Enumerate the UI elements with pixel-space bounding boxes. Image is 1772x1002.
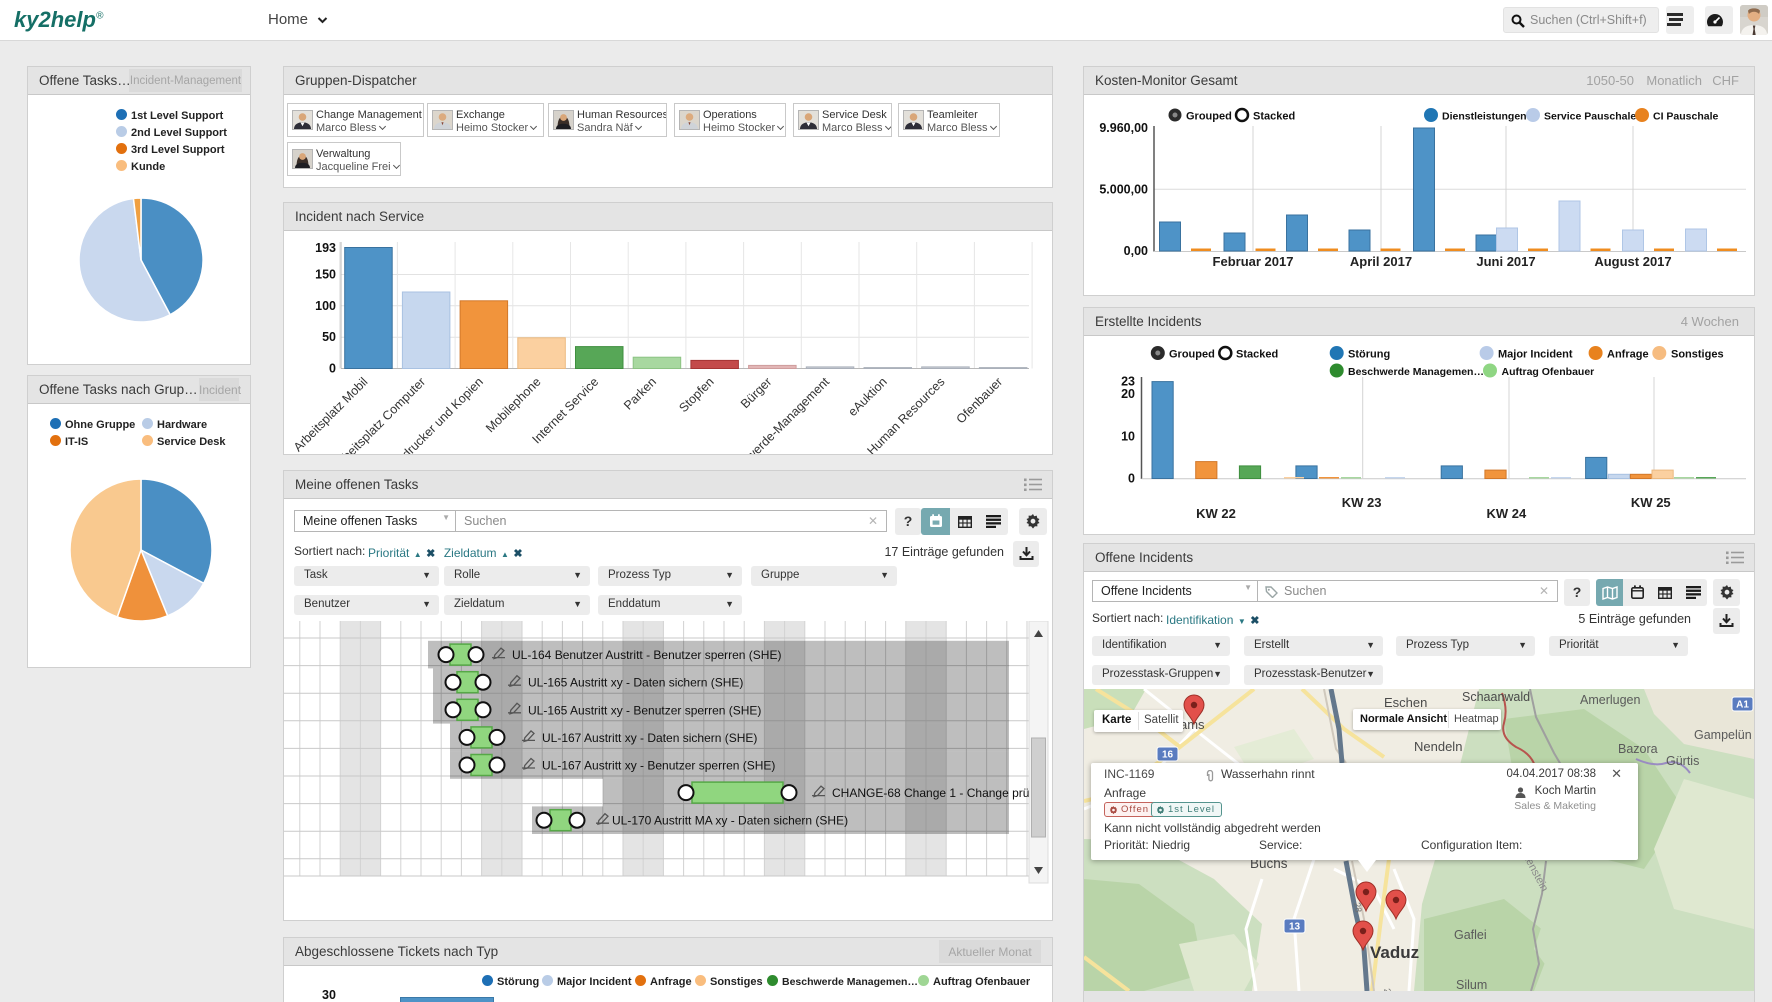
svg-text:100: 100 [315,299,336,313]
svg-text:eAuktion: eAuktion [846,375,890,419]
svg-text:KW 24: KW 24 [1487,506,1528,521]
svg-text:16: 16 [1162,750,1174,761]
svg-text:August 2017: August 2017 [1594,254,1671,269]
svg-text:Gaflei: Gaflei [1454,928,1487,942]
svg-text:Stopfen: Stopfen [676,375,716,415]
svg-text:UL-165 Austritt xy - Benutzer: UL-165 Austritt xy - Benutzer sperren (S… [528,703,761,717]
svg-text:Juni 2017: Juni 2017 [1476,254,1535,269]
svg-text:0,00: 0,00 [1124,244,1148,258]
svg-text:50: 50 [322,330,336,344]
svg-text:Bazora: Bazora [1618,742,1658,756]
svg-text:Dienstleistungen: Dienstleistungen [1442,111,1527,123]
svg-text:Gampelün: Gampelün [1694,728,1752,742]
svg-text:150: 150 [315,268,336,282]
svg-text:Vaduz: Vaduz [1370,943,1419,962]
svg-text:Stacked: Stacked [1236,349,1278,361]
svg-text:UL-164 Benutzer Austritt - Ben: UL-164 Benutzer Austritt - Benutzer sper… [512,648,781,662]
svg-text:Schaanwald: Schaanwald [1462,690,1530,704]
svg-text:Major Incident: Major Incident [1498,349,1573,361]
svg-text:23: 23 [1121,375,1135,389]
svg-text:Gürtis: Gürtis [1666,754,1699,768]
svg-text:Bürger: Bürger [738,375,774,411]
svg-text:Grouped: Grouped [1186,111,1232,123]
svg-text:10: 10 [1121,429,1135,443]
svg-text:CHANGE-68 Change 1 - Change pr: CHANGE-68 Change 1 - Change prüfe [832,786,1040,800]
svg-text:Ofenbauer: Ofenbauer [954,375,1006,427]
svg-text:KW 22: KW 22 [1196,506,1236,521]
svg-text:Silum: Silum [1456,978,1487,991]
svg-text:Amerlugen: Amerlugen [1580,693,1640,707]
svg-text:Beschwerde Managemen…: Beschwerde Managemen… [1348,366,1484,378]
svg-text:UL-165 Austritt xy - Daten sic: UL-165 Austritt xy - Daten sichern (SHE) [528,676,743,690]
svg-text:13: 13 [1289,922,1301,933]
svg-text:Parken: Parken [621,375,659,413]
svg-text:Sonstiges: Sonstiges [1671,349,1724,361]
svg-text:Eschen: Eschen [1384,695,1427,710]
svg-text:ams: ams [1180,717,1205,732]
svg-text:Nendeln: Nendeln [1414,739,1462,754]
svg-text:5.000,00: 5.000,00 [1099,182,1148,196]
svg-text:KW 25: KW 25 [1631,495,1671,510]
svg-text:2: 2 [1382,988,1393,991]
svg-text:Februar 2017: Februar 2017 [1213,254,1294,269]
svg-text:0: 0 [329,362,336,376]
svg-text:CI Pauschale: CI Pauschale [1653,111,1719,123]
svg-text:9.960,00: 9.960,00 [1099,121,1148,135]
svg-text:Service Pauschale: Service Pauschale [1544,111,1636,123]
svg-text:20: 20 [1121,387,1135,401]
svg-text:28: 28 [1352,902,1364,914]
svg-text:UL-167 Austritt xy - Benutzer: UL-167 Austritt xy - Benutzer sperren (S… [542,759,775,773]
svg-text:Stacked: Stacked [1253,111,1295,123]
svg-text:Mobilephone: Mobilephone [483,375,544,436]
svg-text:UL-170 Austritt MA xy - Daten: UL-170 Austritt MA xy - Daten sichern (S… [612,814,848,828]
svg-text:Störung: Störung [1348,349,1390,361]
svg-text:April 2017: April 2017 [1350,254,1412,269]
svg-text:A1: A1 [1736,700,1749,711]
svg-text:UL-167 Austritt xy - Daten sic: UL-167 Austritt xy - Daten sichern (SHE) [542,731,757,745]
svg-text:Auftrag Ofenbauer: Auftrag Ofenbauer [1502,366,1595,378]
svg-text:Grouped: Grouped [1169,349,1215,361]
svg-text:Beschwerde-Management: Beschwerde-Management [719,374,832,454]
svg-text:KW 23: KW 23 [1342,495,1382,510]
svg-text:193: 193 [315,241,336,255]
svg-text:Anfrage: Anfrage [1607,349,1649,361]
svg-text:0: 0 [1128,472,1135,486]
